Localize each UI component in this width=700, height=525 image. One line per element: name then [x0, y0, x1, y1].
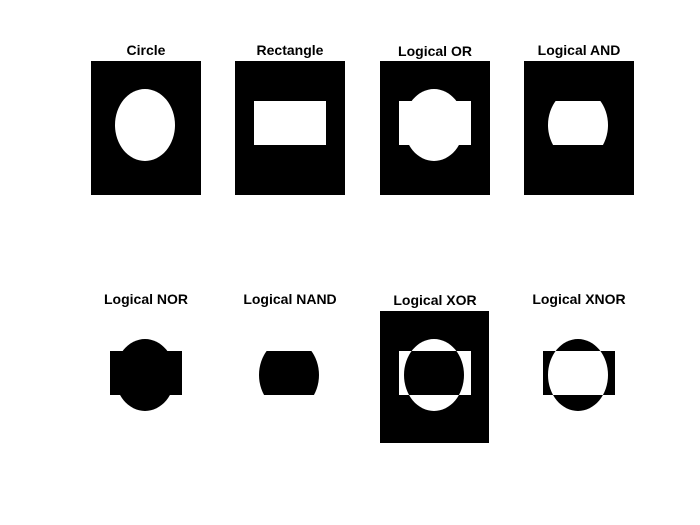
panel-title-or: Logical OR: [398, 43, 472, 59]
panel-title-nand: Logical NAND: [243, 291, 337, 307]
panel-circle: [91, 61, 201, 195]
panel-logical-nand: [235, 311, 345, 443]
or-rectangle-region: [399, 101, 471, 145]
xnor-intersection-region: [548, 351, 608, 395]
panel-logical-xnor: [524, 311, 634, 443]
nor-rectangle-region: [110, 351, 182, 395]
panel-title-rectangle: Rectangle: [256, 42, 324, 58]
panel-title-xnor: Logical XNOR: [532, 291, 626, 307]
and-intersection-clip: [543, 101, 615, 145]
nand-intersection-region: [259, 351, 319, 395]
panel-logical-xor: [380, 311, 489, 443]
panel-logical-and: [524, 61, 634, 195]
xnor-intersection-clip: [543, 351, 615, 395]
panel-logical-or: [380, 61, 490, 195]
xor-intersection-clip: [399, 351, 471, 395]
circle-shape: [115, 89, 175, 161]
panel-title-and: Logical AND: [537, 42, 621, 58]
nand-intersection-clip: [254, 351, 326, 395]
panel-logical-nor: [91, 311, 201, 443]
xor-intersection-region: [404, 351, 464, 395]
panel-title-xor: Logical XOR: [393, 292, 477, 308]
panel-rectangle: [235, 61, 345, 195]
panel-title-circle: Circle: [126, 42, 166, 58]
and-intersection-region: [548, 101, 608, 145]
rectangle-shape: [254, 101, 326, 145]
panel-title-nor: Logical NOR: [103, 291, 188, 307]
